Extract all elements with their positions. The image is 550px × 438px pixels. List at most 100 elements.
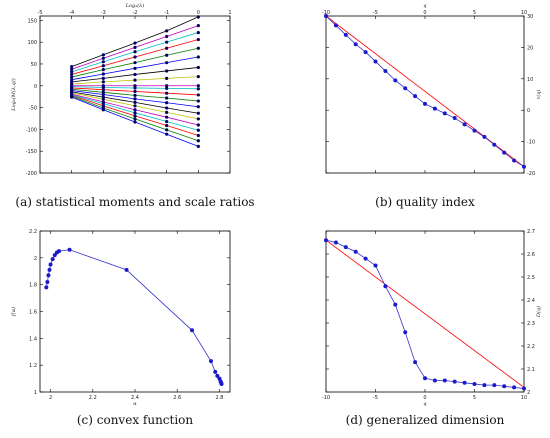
data-point bbox=[196, 23, 200, 28]
y-tick-label: 2 bbox=[34, 256, 37, 262]
chart-caption: (a) statistical moments and scale ratios bbox=[15, 195, 254, 209]
data-point bbox=[373, 59, 378, 64]
data-point bbox=[333, 240, 338, 245]
data-point bbox=[165, 29, 169, 33]
data-point bbox=[363, 256, 368, 261]
data-point bbox=[101, 53, 105, 57]
x-tick-label: -2 bbox=[133, 10, 138, 16]
data-point bbox=[101, 56, 105, 60]
data-point bbox=[101, 90, 105, 94]
data-point bbox=[512, 158, 517, 163]
data-point bbox=[196, 37, 200, 42]
x-axis-label: q bbox=[423, 3, 426, 9]
data-point bbox=[165, 110, 169, 114]
data-point bbox=[101, 76, 105, 80]
data-point bbox=[133, 89, 137, 94]
data-point bbox=[219, 381, 224, 386]
y-tick-label: 2.2 bbox=[527, 344, 535, 350]
y-tick-label: -200 bbox=[26, 171, 37, 177]
chart-caption: (d) generalized dimension bbox=[346, 413, 505, 427]
data-point bbox=[492, 142, 497, 147]
data-point bbox=[196, 117, 200, 121]
data-point bbox=[133, 100, 137, 104]
y-tick-label: 100 bbox=[27, 40, 37, 46]
data-point bbox=[44, 285, 49, 290]
data-point bbox=[165, 86, 169, 90]
data-point bbox=[52, 253, 57, 258]
data-point bbox=[472, 128, 477, 133]
series-line bbox=[45, 249, 222, 385]
chart-caption: (b) quality index bbox=[375, 195, 475, 209]
data-point bbox=[133, 114, 137, 118]
data-point bbox=[48, 262, 53, 267]
data-point bbox=[101, 80, 105, 84]
data-point bbox=[196, 46, 200, 50]
data-point bbox=[353, 42, 358, 47]
y-tick-label: 150 bbox=[27, 18, 37, 24]
data-point bbox=[101, 84, 105, 88]
data-point bbox=[492, 383, 497, 388]
y-tick-label: 1.4 bbox=[29, 336, 37, 342]
data-point bbox=[133, 111, 137, 115]
y-tick-label: 30 bbox=[527, 14, 533, 20]
data-point bbox=[482, 383, 487, 388]
series-line bbox=[325, 239, 525, 388]
data-point bbox=[101, 68, 105, 72]
data-point bbox=[196, 84, 200, 88]
data-point bbox=[482, 134, 487, 139]
data-point bbox=[432, 106, 437, 111]
data-point bbox=[45, 279, 50, 284]
data-point bbox=[462, 380, 467, 385]
data-point bbox=[196, 55, 200, 59]
data-point bbox=[432, 378, 437, 383]
data-point bbox=[124, 267, 129, 272]
data-point bbox=[196, 93, 200, 97]
data-point bbox=[133, 66, 137, 70]
data-point bbox=[324, 14, 328, 18]
data-point bbox=[196, 87, 200, 91]
x-tick-label: 10 bbox=[521, 10, 527, 16]
y-tick-label: 0 bbox=[34, 84, 37, 90]
data-point bbox=[133, 104, 137, 108]
data-point bbox=[413, 94, 418, 99]
data-point bbox=[133, 45, 137, 50]
x-tick-label: 0 bbox=[197, 10, 200, 16]
x-tick-label: 2.8 bbox=[215, 395, 223, 401]
x-tick-label: 2.6 bbox=[173, 395, 181, 401]
chart-caption: (c) convex function bbox=[77, 413, 194, 427]
data-point bbox=[502, 150, 507, 155]
x-tick-label: 5 bbox=[473, 395, 476, 401]
data-point bbox=[101, 100, 105, 104]
y-tick-label: 2.7 bbox=[527, 229, 535, 235]
x-axis-label: q bbox=[423, 401, 426, 407]
data-point bbox=[413, 360, 418, 365]
data-point bbox=[512, 385, 517, 390]
x-tick-label: -5 bbox=[38, 10, 43, 16]
y-tick-label: -20 bbox=[527, 171, 535, 177]
data-point bbox=[165, 106, 169, 110]
y-tick-label: 2.5 bbox=[527, 275, 535, 281]
data-point bbox=[403, 330, 408, 335]
data-point bbox=[403, 86, 408, 91]
y-axis-label: D(q) bbox=[535, 306, 542, 318]
y-axis-label: f(α) bbox=[10, 307, 17, 317]
data-point bbox=[196, 139, 200, 143]
data-point bbox=[165, 115, 169, 119]
data-point bbox=[423, 101, 427, 106]
data-point bbox=[101, 64, 105, 68]
data-point bbox=[101, 95, 105, 99]
data-point bbox=[196, 99, 200, 103]
x-tick-label: 2.2 bbox=[89, 395, 97, 401]
data-point bbox=[165, 132, 169, 136]
y-tick-label: 10 bbox=[527, 77, 533, 83]
data-point bbox=[373, 263, 378, 268]
x-tick-label: -5 bbox=[373, 395, 378, 401]
data-point bbox=[472, 381, 477, 386]
data-point bbox=[324, 238, 328, 243]
data-point bbox=[502, 384, 507, 389]
data-point bbox=[196, 144, 200, 148]
y-tick-label: 2.3 bbox=[527, 321, 535, 327]
data-point bbox=[165, 40, 169, 44]
data-point bbox=[522, 386, 526, 391]
